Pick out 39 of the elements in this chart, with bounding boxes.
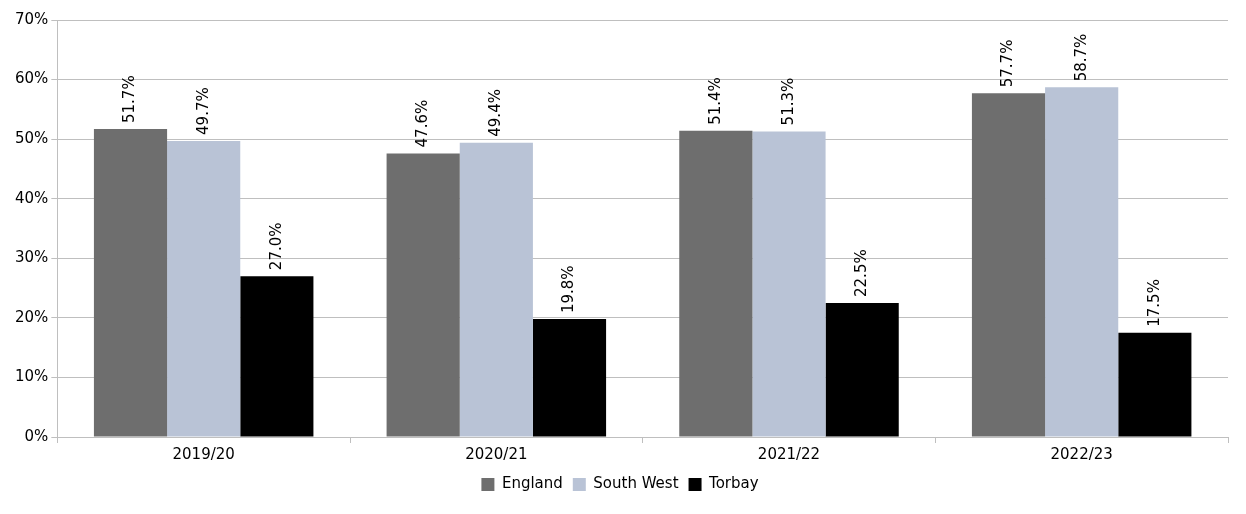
- y-tick-label: 30%: [15, 248, 49, 267]
- x-tick-label: 2022/23: [1050, 444, 1113, 463]
- data-label: 51.3%: [778, 77, 797, 126]
- bar: [679, 130, 753, 437]
- data-label: 27.0%: [266, 222, 285, 271]
- x-tick-label: 2020/21: [465, 444, 528, 463]
- y-tick-label: 50%: [15, 129, 49, 148]
- bar: [93, 129, 168, 437]
- data-label: 22.5%: [852, 249, 871, 297]
- bar: [1118, 332, 1192, 437]
- legend-label: England: [501, 474, 563, 493]
- y-tick-label: 10%: [15, 367, 49, 386]
- data-label: 19.8%: [559, 265, 578, 314]
- legend-label: Torbay: [708, 474, 759, 493]
- data-label: 51.4%: [705, 77, 724, 125]
- data-label: 49.4%: [486, 89, 505, 137]
- bar: [386, 153, 460, 437]
- y-tick-label: 0%: [24, 426, 49, 445]
- legend-label: South West: [593, 474, 679, 493]
- x-tick-label: 2021/22: [757, 444, 821, 463]
- y-tick-label: 70%: [15, 9, 49, 28]
- bar: [752, 131, 826, 437]
- data-label: 58.7%: [1071, 33, 1090, 82]
- bar: [532, 319, 607, 437]
- bar: [825, 302, 899, 437]
- bar: [240, 276, 314, 437]
- y-tick-label: 60%: [15, 69, 49, 88]
- data-label: 57.7%: [998, 39, 1017, 88]
- bar: [167, 140, 241, 437]
- data-label: 51.7%: [120, 75, 139, 124]
- data-label: 17.5%: [1144, 279, 1163, 327]
- bar: [459, 142, 533, 437]
- bar: [971, 93, 1046, 437]
- y-tick-label: 20%: [15, 307, 49, 326]
- x-tick-label: 2019/20: [172, 444, 235, 463]
- data-label: 47.6%: [413, 99, 432, 148]
- y-tick-label: 40%: [15, 188, 49, 207]
- data-label: 49.7%: [193, 87, 212, 135]
- bar: [1045, 87, 1119, 437]
